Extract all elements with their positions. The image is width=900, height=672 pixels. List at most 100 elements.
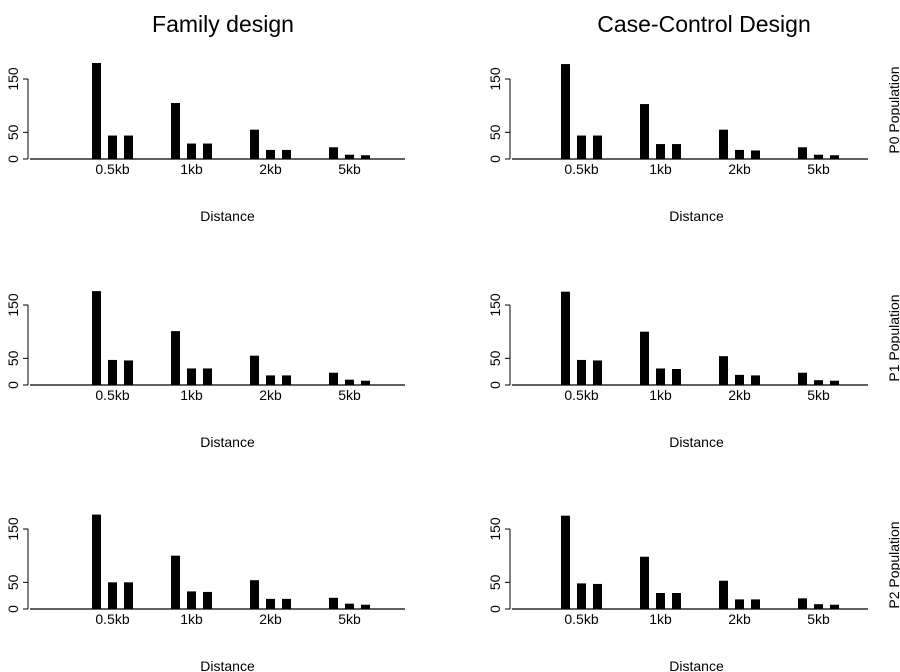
bar — [345, 603, 354, 609]
row-label-p0: P0 Population — [886, 66, 900, 153]
category-label: 1kb — [180, 387, 203, 403]
category-label: 0.5kb — [564, 387, 598, 403]
bar — [329, 147, 338, 159]
y-tick-label: 150 — [5, 67, 21, 91]
x-axis-label: Distance — [200, 434, 255, 450]
row-label-p1: P1 Population — [886, 294, 900, 381]
bar — [345, 379, 354, 385]
bar — [798, 147, 807, 159]
y-tick-label: 150 — [487, 67, 503, 91]
category-label: 5kb — [338, 611, 361, 627]
panel-casecontrol-p1: 0 50 150 0.5kb 1kb 2kb 5kb Distance — [487, 291, 868, 450]
bar — [171, 555, 180, 609]
panel-casecontrol-p0: 0 50 150 0.5kb 1kb 2kb 5kb Distance — [487, 64, 868, 224]
bar — [250, 580, 259, 609]
bar — [266, 598, 275, 609]
category-label: 0.5kb — [95, 387, 129, 403]
bar — [187, 368, 196, 385]
bar — [735, 599, 744, 609]
bar — [108, 135, 117, 159]
category-label: 2kb — [259, 611, 282, 627]
category-label: 5kb — [807, 611, 830, 627]
bar — [361, 604, 370, 609]
category-label: 2kb — [259, 387, 282, 403]
bar — [361, 380, 370, 385]
category-label: 2kb — [728, 611, 751, 627]
bar — [830, 604, 839, 609]
bar — [124, 135, 133, 159]
bar — [640, 556, 649, 609]
y-tick-label: 150 — [487, 293, 503, 317]
y-tick-label: 50 — [487, 574, 503, 590]
bar — [672, 369, 681, 385]
bar — [329, 597, 338, 609]
bar — [250, 355, 259, 385]
bar — [282, 598, 291, 609]
y-tick-label: 50 — [5, 350, 21, 366]
category-label: 1kb — [180, 161, 203, 177]
bar — [814, 604, 823, 609]
category-label: 0.5kb — [95, 161, 129, 177]
category-label: 1kb — [180, 611, 203, 627]
bar — [124, 360, 133, 385]
bar — [108, 582, 117, 609]
bar — [577, 135, 586, 159]
bar — [656, 368, 665, 385]
bar — [830, 380, 839, 385]
bar — [203, 368, 212, 385]
bar — [719, 580, 728, 609]
bar — [108, 359, 117, 385]
bar — [561, 515, 570, 609]
bar — [640, 104, 649, 159]
bar — [266, 375, 275, 385]
bar — [250, 129, 259, 159]
bar — [345, 154, 354, 159]
bar — [672, 593, 681, 609]
y-tick-label: 50 — [487, 350, 503, 366]
bar — [719, 356, 728, 385]
y-tick-label: 0 — [487, 381, 503, 389]
panel-family-p1: 0 50 150 0.5kb 1kb 2kb 5kb Distance — [5, 291, 405, 450]
bar — [593, 360, 602, 385]
bar — [751, 599, 760, 609]
panel-casecontrol-p2: 0 50 150 0.5kb 1kb 2kb 5kb Distance — [487, 515, 868, 672]
y-tick-label: 0 — [487, 155, 503, 163]
category-label: 1kb — [649, 387, 672, 403]
category-label: 5kb — [807, 387, 830, 403]
bar — [124, 582, 133, 609]
x-axis-label: Distance — [200, 208, 255, 224]
bar — [92, 514, 101, 609]
category-label: 0.5kb — [564, 611, 598, 627]
category-label: 2kb — [259, 161, 282, 177]
bar — [171, 331, 180, 385]
bar — [672, 144, 681, 159]
column-title-family: Family design — [152, 11, 294, 37]
bar — [751, 375, 760, 385]
y-tick-label: 0 — [487, 605, 503, 613]
bar — [577, 583, 586, 609]
y-tick-label: 50 — [5, 124, 21, 140]
bar — [593, 135, 602, 159]
category-label: 0.5kb — [564, 161, 598, 177]
bar — [735, 374, 744, 385]
bar — [830, 155, 839, 159]
column-title-case-control: Case-Control Design — [597, 11, 810, 37]
category-label: 5kb — [338, 387, 361, 403]
bar — [203, 591, 212, 609]
y-tick-label: 50 — [5, 574, 21, 590]
bar — [814, 380, 823, 385]
bar — [735, 149, 744, 159]
y-tick-label: 150 — [5, 517, 21, 541]
category-label: 5kb — [807, 161, 830, 177]
x-axis-label: Distance — [669, 658, 724, 672]
bar — [814, 154, 823, 159]
bar — [561, 291, 570, 385]
bar — [561, 64, 570, 159]
x-axis-label: Distance — [200, 658, 255, 672]
panel-family-p0: 0 50 150 0.5kb 1kb 2kb 5kb Distance — [5, 63, 405, 224]
bar — [798, 372, 807, 385]
bar — [361, 155, 370, 159]
bar — [203, 143, 212, 159]
y-tick-label: 150 — [487, 517, 503, 541]
category-label: 2kb — [728, 387, 751, 403]
